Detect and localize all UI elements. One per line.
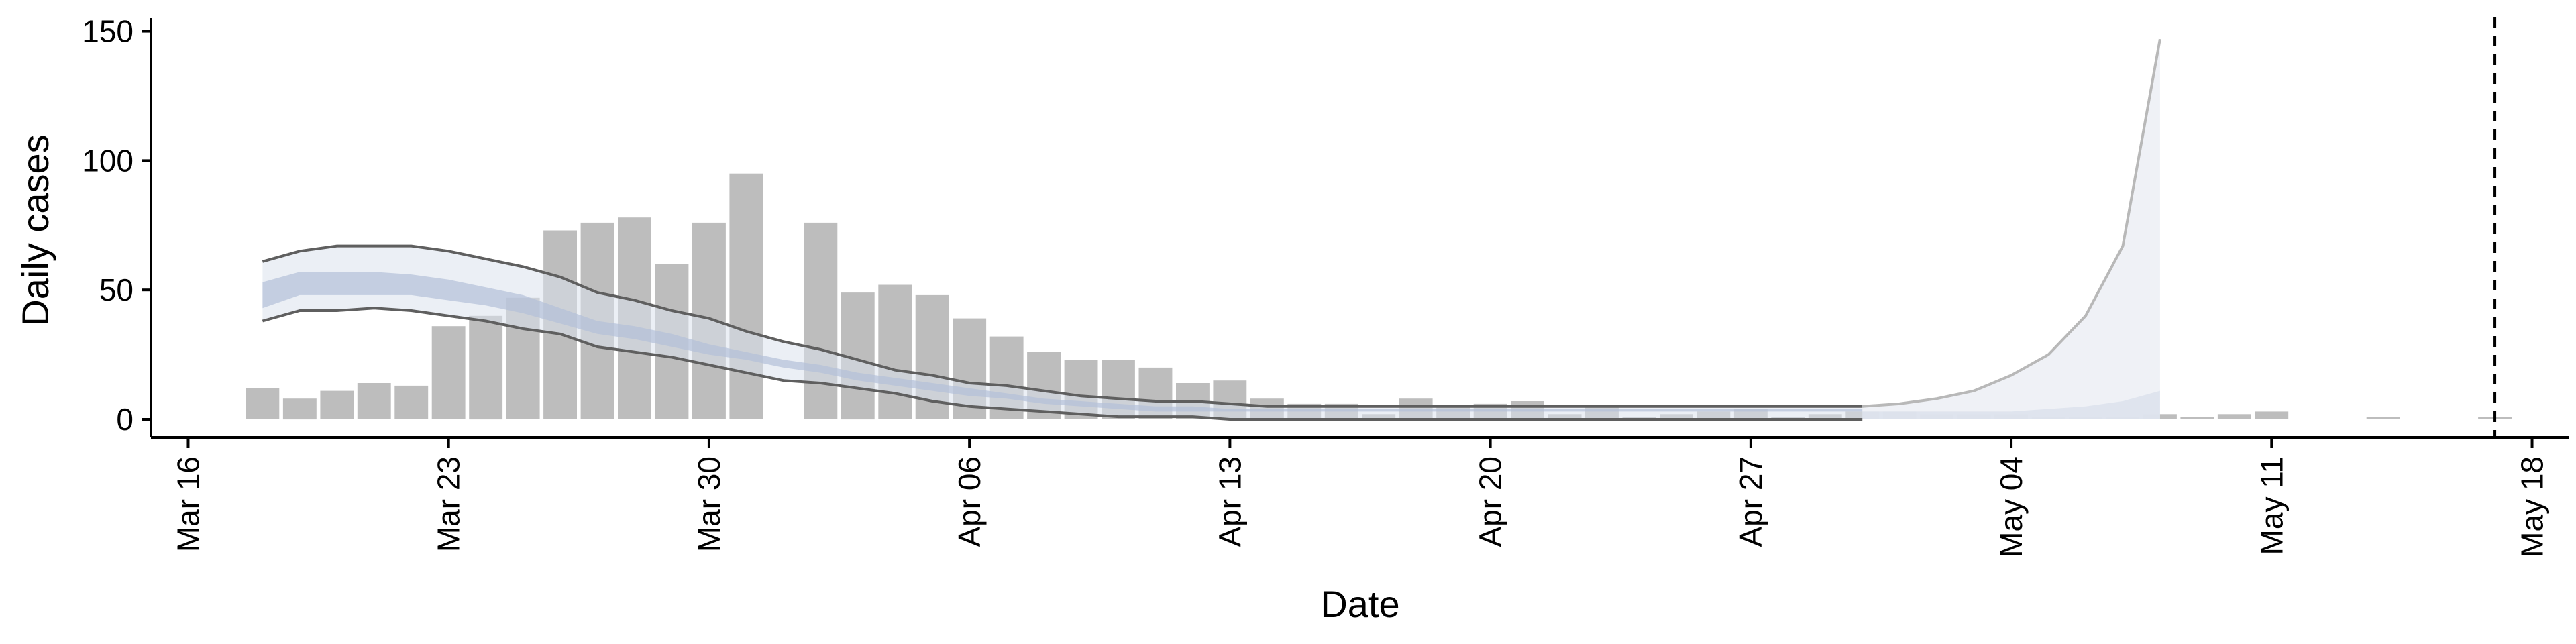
x-tick-label: Mar 23 [431,456,466,552]
bar-2020-05-14 [2366,417,2400,419]
y-tick-label: 50 [99,272,133,307]
nowcast-lower-line [262,307,1863,421]
bar-2020-05-08 [2143,414,2177,419]
axes [150,18,2569,439]
y-tick-label: 150 [82,14,133,49]
y-axis-title: Daily cases [14,134,56,326]
x-tick-label: Apr 06 [952,456,987,547]
forecast-band-inner [1862,390,2160,419]
bar-2020-05-09 [2180,417,2214,419]
interval-lines [262,38,2161,421]
x-tick-label: May 04 [1994,456,2029,557]
x-tick-label: Mar 30 [692,456,727,552]
x-tick-label: Mar 16 [170,456,205,552]
x-axis-title: Date [1320,583,1399,625]
bar-2020-05-11 [2255,411,2289,419]
nowcast-band-50 [262,272,1863,412]
y-tick-label: 0 [116,402,133,437]
bar-2020-04-02 [804,222,838,419]
bar-2020-03-31 [729,173,763,419]
forecast-band-outer [1862,39,2160,420]
x-tick-label: May 18 [2515,456,2550,557]
bar-2020-04-04 [878,284,912,419]
bar-2020-03-20 [320,390,354,419]
y-tick-label: 100 [82,143,133,178]
bar-2020-03-23 [431,326,466,419]
bar-2020-03-18 [246,388,280,419]
y-ticks: 0 50 100 150 [82,14,151,437]
estimate-bands [262,39,2160,420]
nowcast-band-90 [262,246,1863,419]
bar-2020-05-10 [2217,414,2251,419]
x-ticks: Mar 16 Mar 23 Mar 30 Apr 06 Apr 13 Apr 20 Apr … [170,437,2550,557]
bar-2020-03-22 [394,385,429,419]
forecast-upper-line [1862,38,2161,408]
x-tick-label: Apr 20 [1473,456,1508,547]
x-tick-label: Apr 13 [1212,456,1247,547]
bar-2020-03-24 [469,315,503,420]
bar-2020-03-21 [357,383,391,419]
x-tick-label: Apr 27 [1733,456,1768,547]
bar-2020-03-19 [282,398,317,420]
nowcast-upper-line [262,244,1863,408]
x-tick-label: May 11 [2254,456,2289,555]
